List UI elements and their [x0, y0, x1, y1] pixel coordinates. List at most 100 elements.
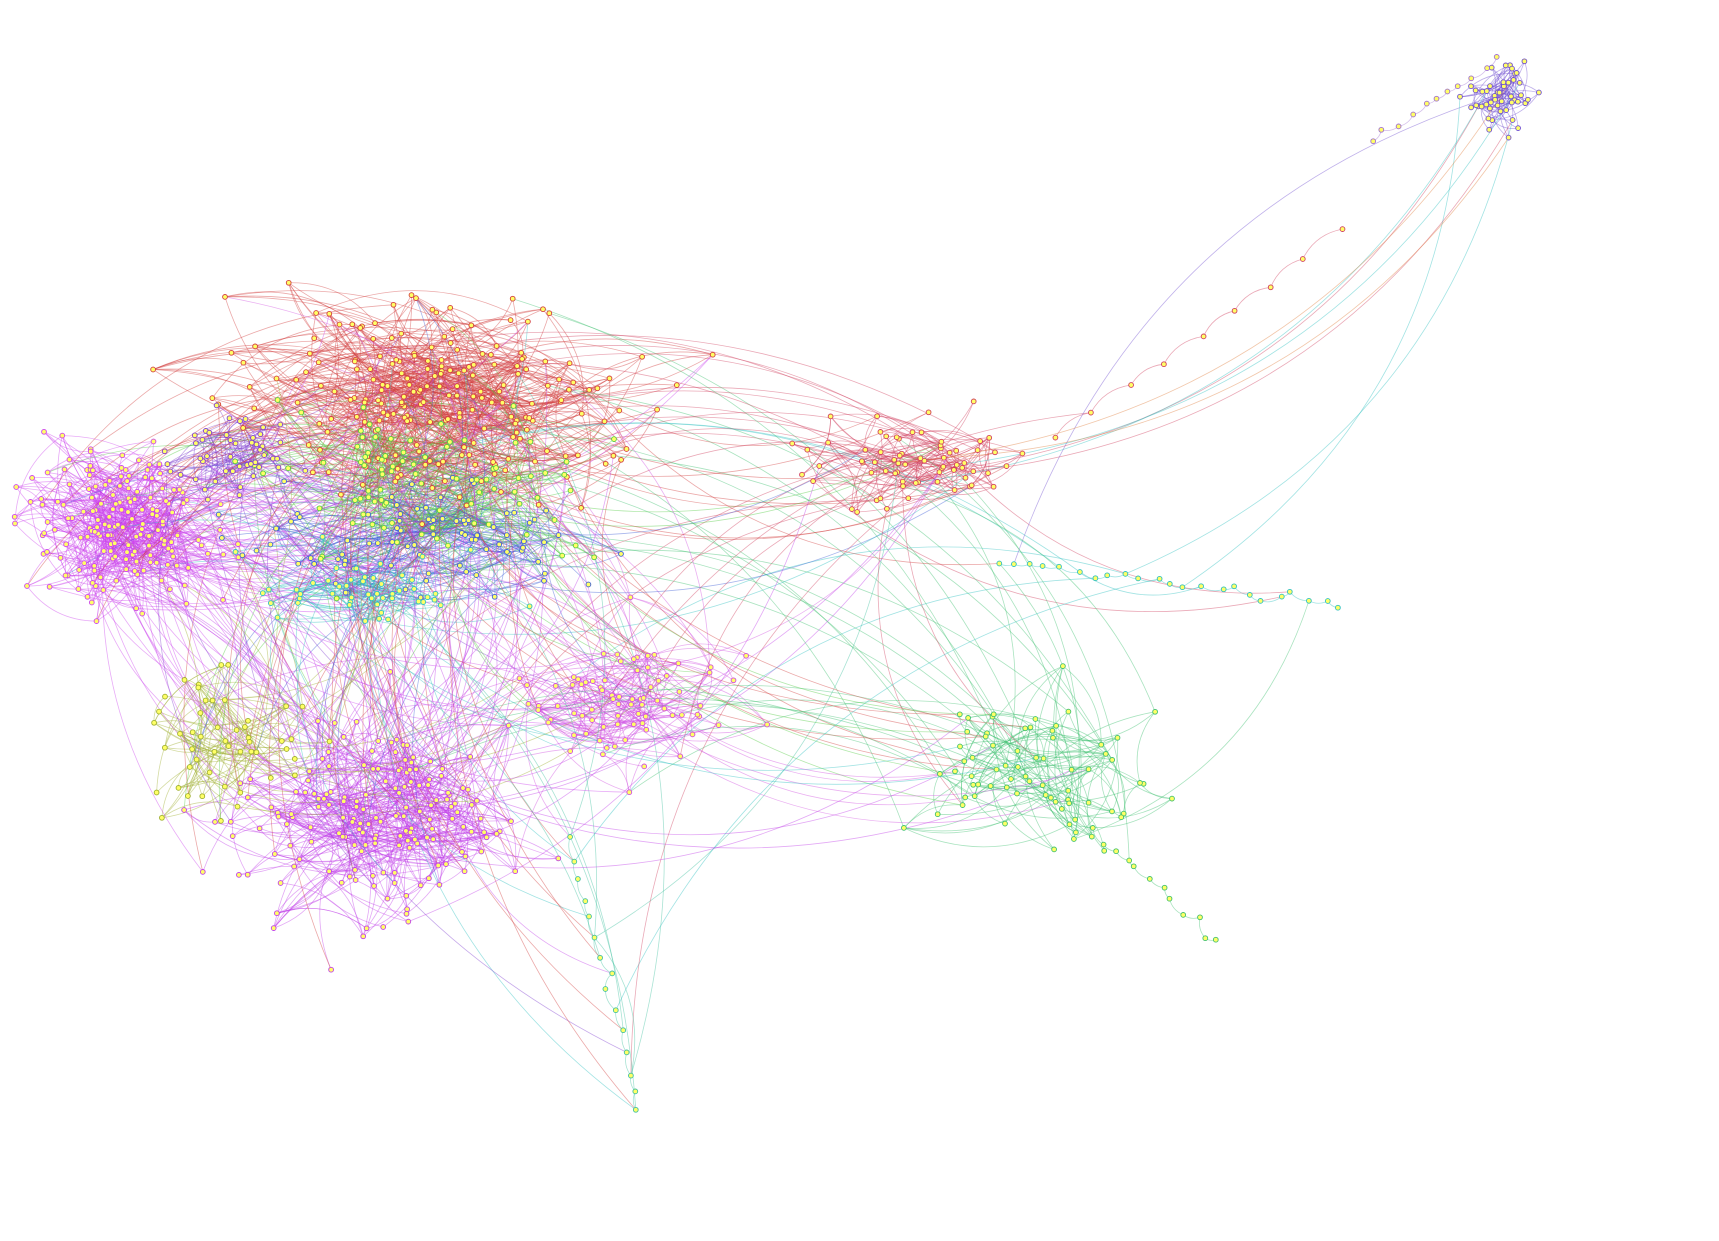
graph-node [199, 793, 206, 800]
graph-edge [377, 420, 595, 938]
graph-node [1494, 102, 1501, 109]
graph-edge [404, 461, 567, 761]
graph-edge [212, 395, 328, 433]
graph-node [663, 673, 670, 679]
graph-edge [459, 496, 655, 656]
graph-edge [57, 501, 99, 521]
graph-node [589, 717, 595, 723]
graph-node [316, 505, 323, 512]
graph-node [640, 695, 647, 701]
graph-node [357, 820, 364, 827]
graph-edge [104, 520, 432, 564]
graph-edge [582, 679, 734, 722]
graph-node [1146, 876, 1153, 882]
graph-edge [459, 540, 524, 566]
graph-node [339, 551, 345, 558]
graph-node [491, 361, 498, 368]
graph-edge [387, 369, 451, 389]
graph-edge [387, 385, 450, 400]
graph-edge [599, 716, 719, 741]
graph-edge [384, 368, 429, 462]
graph-edge [378, 362, 570, 459]
graph-node [372, 434, 379, 440]
graph-edge [391, 449, 866, 536]
graph-edge [679, 464, 906, 757]
graph-node [362, 454, 369, 460]
graph-edge [288, 282, 355, 362]
graph-edge [273, 818, 453, 929]
graph-edge [481, 397, 516, 424]
graph-edge [202, 437, 278, 460]
graph-edge [354, 504, 398, 569]
graph-edge [421, 479, 487, 535]
graph-edge [624, 705, 701, 741]
graph-edge [179, 733, 215, 753]
graph-edge [421, 447, 579, 485]
graph-edge [389, 671, 431, 762]
graph-node [1468, 83, 1474, 90]
graph-node [447, 367, 453, 374]
graph-edge [238, 865, 388, 899]
graph-edge [180, 470, 234, 480]
graph-edge [1052, 737, 1079, 840]
graph-edge [262, 327, 361, 447]
graph-edge [224, 290, 562, 401]
graph-node [463, 502, 470, 509]
graph-node [397, 511, 404, 517]
graph-node [125, 509, 131, 515]
graph-edge [239, 442, 255, 496]
graph-edge [354, 499, 398, 543]
graph-edge [1486, 68, 1513, 92]
graph-node [189, 729, 196, 736]
graph-node [990, 742, 996, 749]
graph-edge [164, 738, 252, 752]
graph-node [134, 488, 140, 495]
graph-node [105, 532, 111, 539]
graph-node [1200, 333, 1207, 340]
graph-edge [406, 812, 458, 915]
graph-node [938, 438, 945, 445]
graph-edge [396, 347, 443, 543]
graph-edge [60, 499, 187, 559]
graph-node [1048, 794, 1054, 801]
graph-edge [338, 813, 430, 834]
graph-node [140, 567, 147, 574]
graph-edge [617, 662, 679, 725]
graph-node [912, 480, 919, 486]
graph-edge [604, 647, 747, 681]
graph-edge [368, 420, 446, 461]
graph-node [462, 532, 468, 538]
graph-edge [202, 437, 278, 460]
graph-edge [239, 431, 328, 752]
graph-edge [629, 700, 1057, 793]
graph-node [326, 738, 333, 745]
graph-edge [47, 445, 361, 500]
graph-edge [902, 457, 944, 482]
graph-edge [215, 481, 433, 829]
graph-edge [278, 816, 377, 830]
graph-edge [300, 412, 475, 524]
graph-edge [361, 851, 409, 922]
graph-edge [309, 353, 598, 410]
graph-node [531, 516, 538, 523]
graph-node [1488, 64, 1495, 71]
graph-edge [277, 590, 400, 623]
graph-node [361, 762, 367, 768]
graph-edge [322, 758, 377, 818]
graph-edge [506, 369, 573, 686]
graph-edge [440, 479, 473, 498]
graph-node [610, 696, 616, 702]
graph-node [961, 460, 968, 466]
graph-edge [403, 794, 450, 817]
graph-edge [345, 826, 434, 840]
graph-edge [328, 804, 465, 872]
graph-edge [548, 722, 647, 739]
graph-node [180, 500, 187, 506]
graph-edge [972, 757, 1089, 779]
graph-node [205, 550, 211, 557]
graph-node [442, 478, 448, 484]
graph-edge [450, 307, 497, 347]
graph-node [1113, 848, 1119, 855]
graph-edge [458, 373, 548, 452]
graph-node [1454, 83, 1461, 90]
